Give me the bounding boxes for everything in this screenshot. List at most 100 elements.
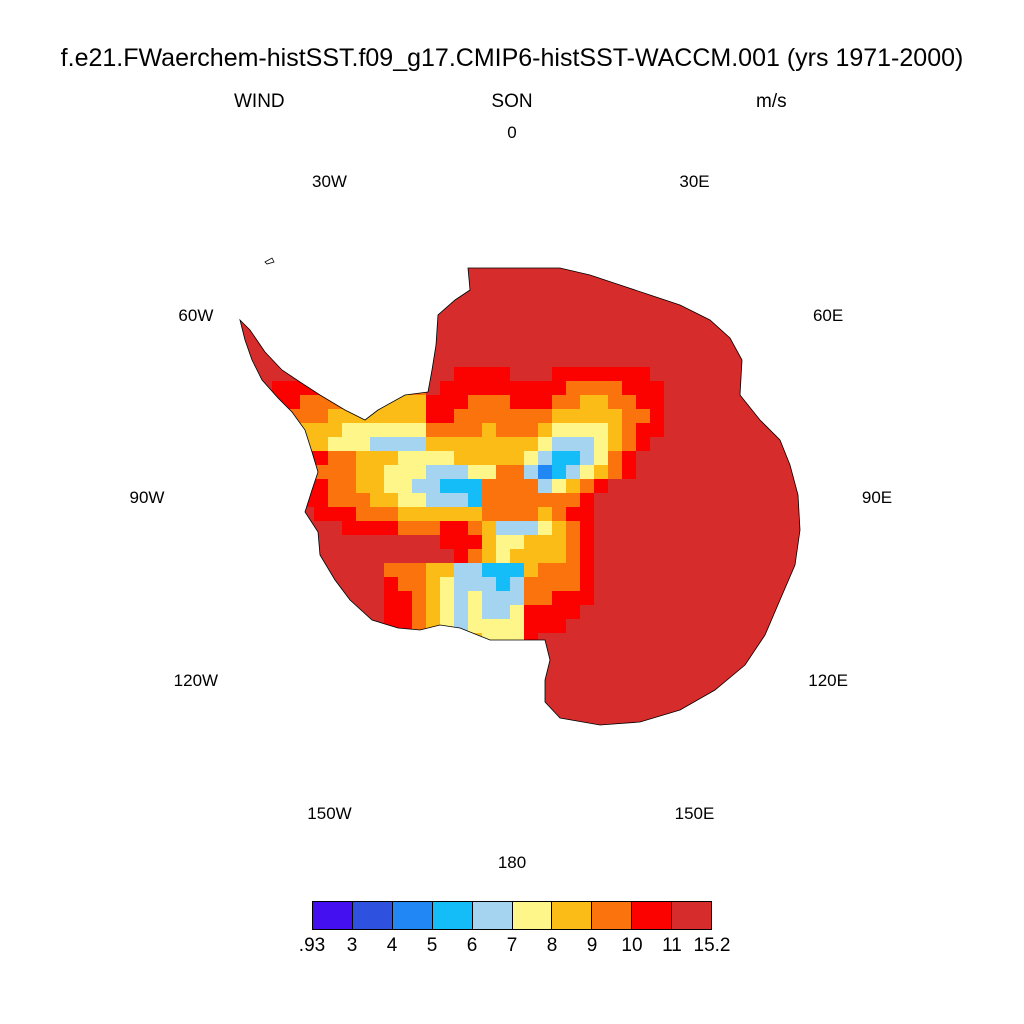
wind-cell [776,437,791,452]
wind-cell [370,577,385,592]
longitude-label: 30W [312,171,347,191]
wind-cell [720,689,735,704]
wind-cell [608,381,623,396]
wind-cell [762,311,777,326]
wind-cell [664,591,679,606]
wind-cell [356,563,371,578]
wind-cell [342,675,357,690]
wind-cell [594,717,609,725]
wind-cell [454,451,469,466]
wind-cell [636,563,651,578]
wind-cell [286,591,301,606]
wind-cell [314,409,329,424]
wind-cell [566,731,581,746]
wind-cell [678,549,693,564]
wind-cell [664,689,679,704]
wind-cell [258,689,273,704]
wind-cell [678,661,693,676]
wind-cell [482,465,497,480]
wind-cell [762,493,777,508]
wind-cell [622,409,637,424]
wind-cell [538,507,553,522]
wind-cell [538,353,553,368]
wind-cell [496,507,511,522]
wind-cell [608,283,623,298]
wind-cell [678,479,693,494]
wind-cell [622,535,637,550]
wind-cell [790,367,800,382]
wind-cell [468,563,483,578]
wind-cell [706,437,721,452]
wind-cell [314,605,329,620]
wind-cell [454,395,469,410]
wind-cell [552,493,567,508]
wind-cell [734,549,749,564]
wind-cell [734,437,749,452]
wind-cell [594,269,609,284]
wind-cell [734,521,749,536]
wind-cell [454,661,469,676]
wind-cell [566,493,581,508]
wind-cell [328,703,343,718]
wind-cell [272,605,287,620]
wind-cell [650,353,665,368]
wind-cell [538,493,553,508]
wind-cell [524,605,539,620]
wind-cell [454,507,469,522]
wind-cell [636,675,651,690]
wind-cell [776,297,791,312]
wind-cell [272,717,287,725]
wind-cell [412,535,427,550]
wind-cell [454,633,469,648]
wind-cell [538,619,553,634]
wind-cell [328,675,343,690]
wind-cell [440,549,455,564]
wind-cell [580,325,595,340]
wind-cell [762,423,777,438]
wind-cell [790,605,800,620]
wind-cell [734,605,749,620]
wind-cell [790,549,800,564]
wind-cell [356,437,371,452]
wind-cell [272,507,287,522]
wind-cell [762,325,777,340]
wind-cell [342,661,357,676]
wind-cell [510,465,525,480]
wind-cell [692,717,707,725]
wind-cell [272,395,287,410]
wind-cell [524,563,539,578]
wind-cell [384,409,399,424]
wind-cell [300,465,315,480]
wind-cell [706,647,721,662]
wind-cell [790,283,800,298]
wind-cell [258,353,273,368]
wind-cell [482,409,497,424]
wind-cell [258,605,273,620]
wind-cell [244,493,259,508]
wind-cell [440,507,455,522]
wind-cell [454,479,469,494]
wind-cell [552,689,567,704]
wind-cell [370,367,385,382]
wind-cell [790,381,800,396]
wind-cell [482,689,497,704]
colorbar-tick-label: 6 [466,935,478,956]
wind-cell [720,675,735,690]
wind-cell [650,507,665,522]
wind-cell [636,311,651,326]
wind-cell [552,437,567,452]
wind-cell [720,521,735,536]
wind-cell [776,339,791,354]
wind-cell [496,409,511,424]
wind-cell [510,451,525,466]
wind-cell [496,731,511,746]
wind-cell [706,367,721,382]
wind-cell [748,549,763,564]
wind-cell [398,577,413,592]
wind-cell [524,339,539,354]
wind-cell [314,465,329,480]
wind-cell [748,283,763,298]
wind-cell [384,605,399,620]
wind-cell [664,311,679,326]
wind-cell [258,731,273,746]
